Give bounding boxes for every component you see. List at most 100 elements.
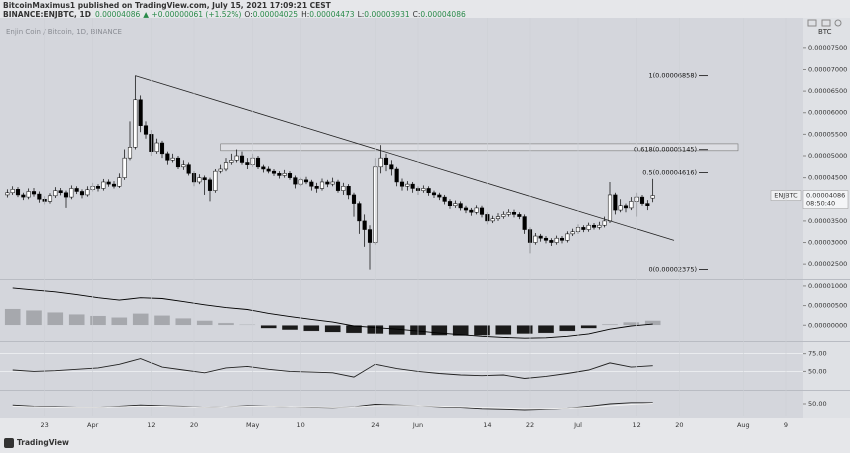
candle-body (437, 194, 442, 198)
candle-body (613, 194, 618, 211)
candle-body (239, 155, 245, 163)
price-axis (803, 18, 850, 418)
candle-body (314, 186, 319, 189)
candle-body (234, 155, 239, 161)
histogram-bar (47, 312, 64, 326)
candle-body (213, 170, 218, 191)
candle-body (597, 224, 602, 228)
y-tick-label: 0.00006500 (808, 87, 847, 95)
candle-body (570, 231, 575, 235)
histogram-bar (175, 317, 192, 326)
candle-body (111, 183, 117, 187)
ohlc-key: H: (301, 10, 309, 19)
histogram-bar (25, 310, 43, 326)
candle-body (175, 157, 181, 168)
x-tick-label: 22 (526, 421, 534, 429)
candle-body (127, 147, 133, 159)
candle-body (138, 99, 143, 126)
indicator-line (12, 358, 653, 379)
candle-body (602, 220, 607, 226)
candle-body (79, 191, 85, 196)
histogram-bar (345, 325, 363, 334)
candle-body (159, 142, 165, 155)
candle-body (410, 183, 415, 189)
candle-body (559, 237, 565, 241)
candle-body (74, 188, 79, 192)
histogram-bar (516, 325, 533, 335)
candle-body (389, 164, 394, 170)
candle-body (378, 157, 383, 168)
candle-body (543, 237, 549, 241)
y-tick-label: 0.00003000 (808, 239, 847, 247)
y-tick-label: 50.00 (808, 400, 827, 408)
candle-body (474, 207, 479, 213)
y-tick-label: 75.00 (808, 350, 827, 358)
candle-body (133, 99, 138, 148)
candle-body (15, 189, 21, 196)
candle-body (69, 188, 74, 198)
candle-body (650, 195, 655, 199)
ohlc-key: O: (244, 10, 252, 19)
histogram-bar (473, 325, 491, 336)
symbol: BINANCE:ENJBTC, 1D (3, 10, 91, 19)
trendline (135, 75, 675, 241)
indicator-line (12, 403, 653, 410)
candle-body (357, 203, 362, 222)
y-tick-label: 0.00004500 (808, 174, 847, 182)
candle-body (362, 220, 367, 230)
candle-body (266, 168, 271, 172)
candle-body (218, 168, 223, 172)
candle-body (549, 240, 554, 243)
histogram-bar (68, 314, 85, 326)
histogram-bar (239, 324, 256, 326)
icon[interactable] (834, 19, 842, 27)
candle-body (325, 181, 330, 185)
candle-body (21, 194, 26, 198)
candle-body (181, 164, 186, 168)
toolbar-icons[interactable] (807, 19, 842, 27)
candle-body (63, 192, 69, 198)
change: ▲ +0.00000061 (+1.52%) (143, 10, 241, 19)
histogram-bar (324, 325, 341, 333)
candle-body (293, 177, 298, 185)
candle-body (447, 201, 453, 207)
x-tick-label: Apr (87, 421, 99, 429)
x-tick-label: 12 (633, 421, 641, 429)
candle-body (122, 157, 127, 178)
histogram-bar (431, 325, 448, 336)
x-tick-label: Jul (573, 421, 582, 429)
candle-body (261, 166, 266, 170)
candle-body (490, 218, 495, 222)
y-tick-label: 0.00002500 (808, 260, 847, 268)
candle-body (453, 203, 458, 207)
candle-body (581, 227, 586, 230)
histogram-bar (623, 321, 640, 326)
x-tick-label: 20 (675, 421, 683, 429)
plot-area (0, 18, 803, 418)
candle-body (37, 193, 42, 200)
icon[interactable] (807, 19, 817, 27)
ohlc-value: 0.00004025 (253, 10, 299, 19)
y-tick-label: 50.00 (808, 367, 827, 375)
x-tick-label: Jun (412, 421, 423, 429)
histogram-bar (495, 325, 512, 335)
icon[interactable] (821, 19, 831, 27)
candle-body (367, 229, 373, 243)
candle-body (154, 142, 159, 152)
histogram-bar (601, 323, 619, 326)
candle-body (351, 194, 357, 204)
candle-body (645, 203, 650, 207)
x-tick-label: May (246, 421, 260, 429)
fib-label: 0(0.00002375) (649, 266, 698, 274)
price-tag-bg (802, 190, 849, 209)
candle-body (143, 125, 149, 135)
candle-body (117, 177, 122, 187)
y-tick-label: 0.00001000 (808, 282, 847, 290)
histogram-bar (559, 325, 576, 332)
candle-body (591, 224, 597, 228)
chart-title: Enjin Coin / Bitcoin, 1D, BINANCE (6, 28, 122, 36)
x-tick-label: 20 (190, 421, 198, 429)
candle-body (522, 216, 527, 230)
ohlc-value: 0.00004473 (309, 10, 355, 19)
histogram-bar (281, 325, 299, 331)
